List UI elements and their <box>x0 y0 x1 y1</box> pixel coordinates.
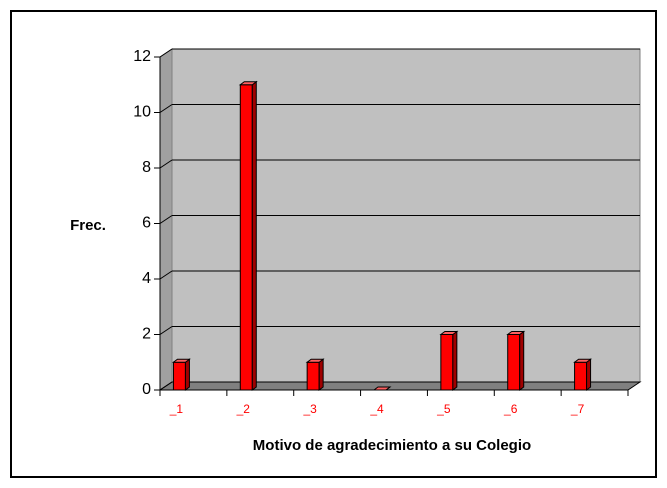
y-tick-label: 8 <box>142 159 151 176</box>
bar-top <box>506 331 526 335</box>
x-tick-label: _5 <box>436 402 451 416</box>
bar-top <box>305 358 325 363</box>
x-tick-label: _4 <box>369 402 384 416</box>
grid-line <box>159 270 173 280</box>
bar <box>439 330 459 391</box>
bar-side <box>318 358 324 391</box>
y-axis-label: Frec. <box>70 217 106 234</box>
y-tick-label: 6 <box>142 215 151 232</box>
bar-side <box>251 80 257 392</box>
grid-line <box>159 381 173 391</box>
x-tick-label: _1 <box>169 402 184 416</box>
bar-front <box>574 361 588 391</box>
y-tick-label: 4 <box>142 270 151 287</box>
bar-top <box>439 331 459 335</box>
bar-front <box>239 84 253 391</box>
y-tick-label: 0 <box>142 381 151 398</box>
grid-line <box>159 159 173 169</box>
bar-front <box>440 334 454 391</box>
bar-top <box>573 358 593 363</box>
x-tick-label: _7 <box>570 402 585 416</box>
bar-front <box>507 334 521 391</box>
grid-line <box>159 48 173 58</box>
floor <box>158 381 642 391</box>
bar-top <box>372 386 392 391</box>
grid-line <box>159 104 173 113</box>
grid-line <box>159 215 173 224</box>
bar-side <box>519 330 525 391</box>
bar <box>573 358 593 391</box>
bar-side <box>184 358 190 391</box>
bar-top <box>171 358 191 363</box>
bar-front <box>172 361 186 391</box>
bar-front <box>306 361 320 391</box>
bar-side <box>586 358 592 391</box>
x-tick-label: _2 <box>236 402 251 416</box>
bar <box>238 80 258 392</box>
bar <box>506 330 526 391</box>
x-tick-label: _6 <box>503 402 518 416</box>
bar <box>171 358 191 391</box>
bar-side <box>452 330 458 391</box>
y-tick-label: 2 <box>142 326 151 343</box>
grid-line <box>159 326 173 335</box>
y-tick-label: 10 <box>133 104 151 121</box>
bar <box>372 386 392 391</box>
y-tick-label: 12 <box>133 48 151 65</box>
x-tick-label: _3 <box>302 402 317 416</box>
x-axis-label: Motivo de agradecimiento a su Colegio <box>253 437 531 454</box>
bar-top <box>238 81 258 86</box>
bar <box>305 358 325 391</box>
